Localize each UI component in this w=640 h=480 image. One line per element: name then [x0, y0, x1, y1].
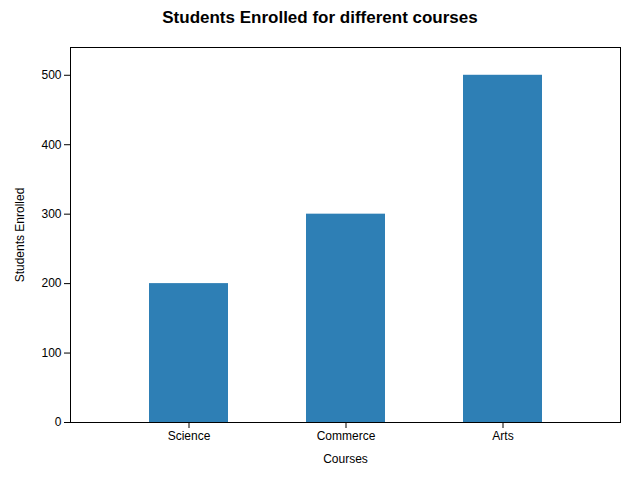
svg-text:Students Enrolled: Students Enrolled — [13, 188, 27, 283]
svg-text:Science: Science — [168, 429, 211, 443]
svg-text:Commerce: Commerce — [317, 429, 376, 443]
svg-text:500: 500 — [41, 68, 61, 82]
html-text:Students Enrolled for differen: Students Enrolled for different courses — [162, 8, 478, 27]
svg-text:Arts: Arts — [492, 429, 513, 443]
svg-text:400: 400 — [41, 138, 61, 152]
svg-text:200: 200 — [41, 276, 61, 290]
svg-text:Courses: Courses — [323, 452, 368, 466]
svg-text:100: 100 — [41, 346, 61, 360]
svg-text:300: 300 — [41, 207, 61, 221]
svg-text:0: 0 — [55, 415, 62, 429]
